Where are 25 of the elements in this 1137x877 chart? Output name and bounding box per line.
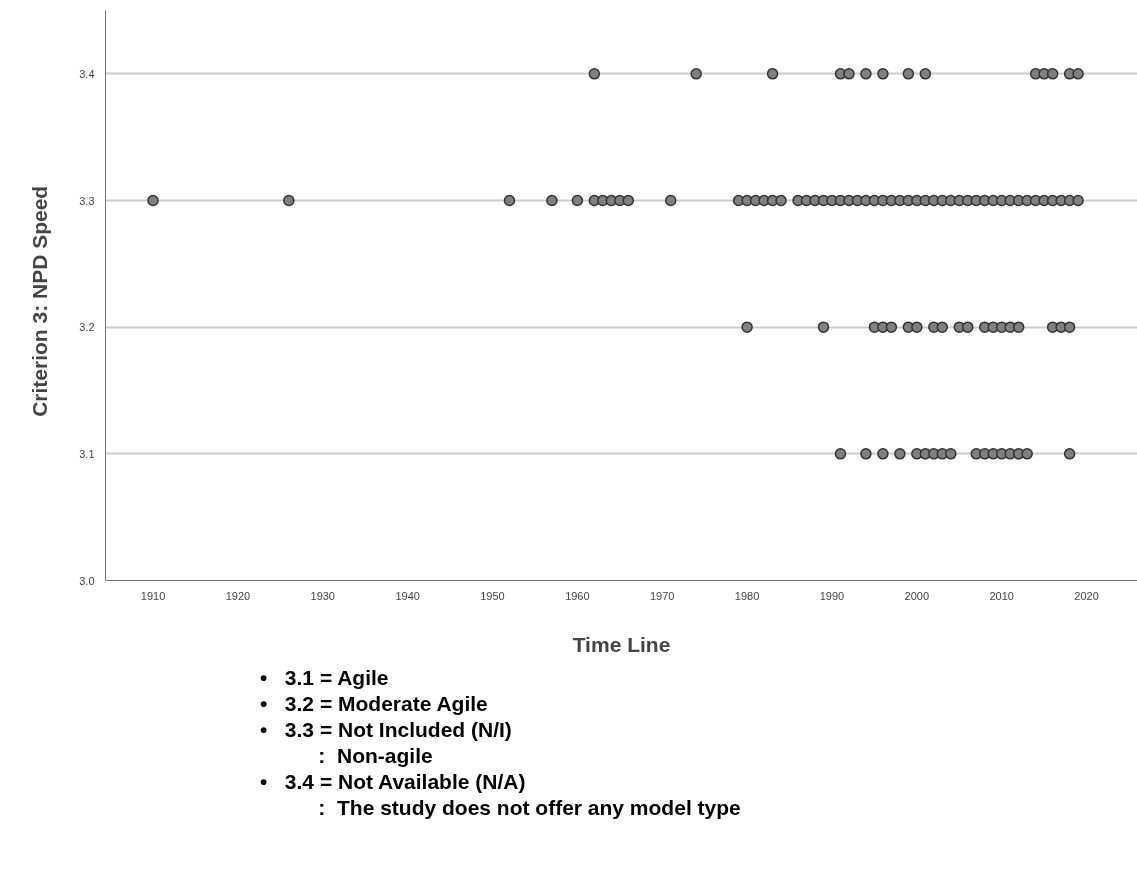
x-tick-label: 1920 — [225, 589, 251, 602]
x-axis-title: Time Line — [572, 632, 671, 656]
y-axis-title: Criterion 3: NPD Speed — [28, 185, 52, 417]
x-tick-label: 2020 — [1074, 589, 1099, 602]
text: • 3.3 = Not Included (N/I) — [260, 717, 513, 743]
y-tick-label: 3.2 — [79, 321, 95, 334]
x-tick-label: 1960 — [565, 589, 590, 602]
y-tick-label: 3.0 — [79, 574, 95, 587]
y-tick-label: 3.3 — [79, 194, 95, 207]
x-tick-label: 1970 — [650, 589, 675, 602]
text: • 3.2 = Moderate Agile — [260, 691, 489, 717]
x-tick-label: 1930 — [310, 589, 336, 602]
text: : Non-agile — [317, 743, 434, 769]
x-tick-label: 2010 — [989, 589, 1014, 602]
text: • 3.1 = Agile — [260, 665, 390, 691]
x-tick-label: 1990 — [819, 589, 845, 602]
y-tick-label: 3.4 — [79, 67, 95, 80]
y-tick-label: 3.1 — [79, 447, 95, 460]
x-tick-label: 1950 — [480, 589, 505, 602]
x-tick-label: 1910 — [140, 589, 166, 602]
x-tick-label: 1980 — [734, 589, 760, 602]
text: : The study does not offer any model type — [317, 795, 741, 821]
x-tick-label: 1940 — [395, 589, 420, 602]
x-tick-label: 2000 — [904, 589, 930, 602]
text: • 3.4 = Not Available (N/A) — [260, 769, 527, 795]
